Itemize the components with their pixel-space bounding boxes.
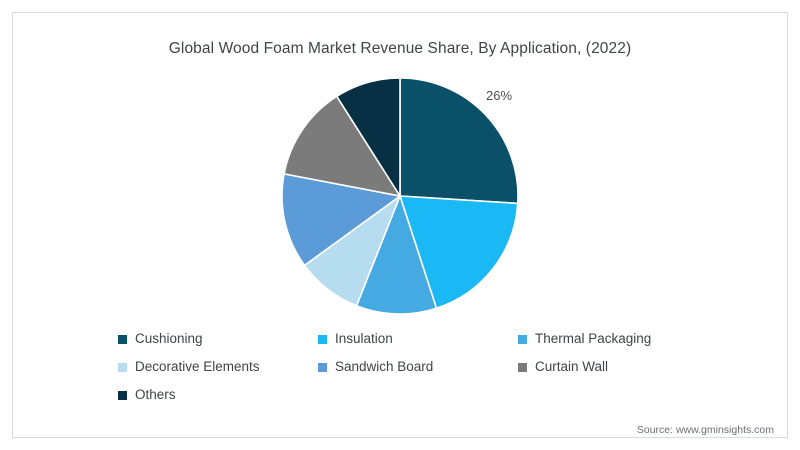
page-title: Global Wood Foam Market Revenue Share, B… <box>168 40 632 57</box>
legend-item-label: Insulation <box>335 331 393 346</box>
chart-legend: Cushioning Insulation Thermal Packaging Dec… <box>118 332 718 416</box>
legend-swatch-icon <box>118 362 127 372</box>
pie-chart <box>280 76 520 316</box>
legend-swatch-icon <box>518 334 527 344</box>
legend-item-label: Others <box>135 387 176 402</box>
legend-swatch-icon <box>518 362 527 372</box>
legend-item-others[interactable]: Others <box>118 388 318 402</box>
legend-item-label: Thermal Packaging <box>535 331 652 346</box>
legend-item-label: Cushioning <box>135 331 203 346</box>
legend-item-label: Sandwich Board <box>335 359 434 374</box>
pie-slice-group <box>281 77 519 315</box>
pie-slice <box>281 173 401 267</box>
legend-swatch-icon <box>118 334 127 344</box>
pie-slice <box>283 95 401 197</box>
legend-item-insulation[interactable]: Insulation <box>318 332 518 346</box>
legend-swatch-icon <box>318 334 327 344</box>
legend-swatch-icon <box>118 390 127 400</box>
pie-slice <box>355 195 438 315</box>
pie-slice <box>399 77 519 205</box>
legend-item-thermal-packaging[interactable]: Thermal Packaging <box>518 332 718 346</box>
pie-chart-svg <box>281 77 519 315</box>
legend-row: Cushioning Insulation Thermal Packaging <box>118 332 718 360</box>
legend-swatch-icon <box>318 362 327 372</box>
source-attribution: Source: www.gminsights.com <box>636 424 774 436</box>
legend-row: Others <box>118 388 718 416</box>
legend-row: Decorative Elements Sandwich Board Curtain… <box>118 360 718 388</box>
pie-slice <box>399 195 519 310</box>
legend-item-cushioning[interactable]: Cushioning <box>118 332 318 346</box>
pie-data-label-cushioning: 26% <box>486 88 513 103</box>
legend-item-sandwich-board[interactable]: Sandwich Board <box>318 360 518 374</box>
pie-slice <box>335 77 401 197</box>
legend-item-curtain-wall[interactable]: Curtain Wall <box>518 360 718 374</box>
legend-item-label: Decorative Elements <box>135 359 260 374</box>
legend-item-label: Curtain Wall <box>535 359 609 374</box>
legend-item-decorative-elements[interactable]: Decorative Elements <box>118 360 318 374</box>
